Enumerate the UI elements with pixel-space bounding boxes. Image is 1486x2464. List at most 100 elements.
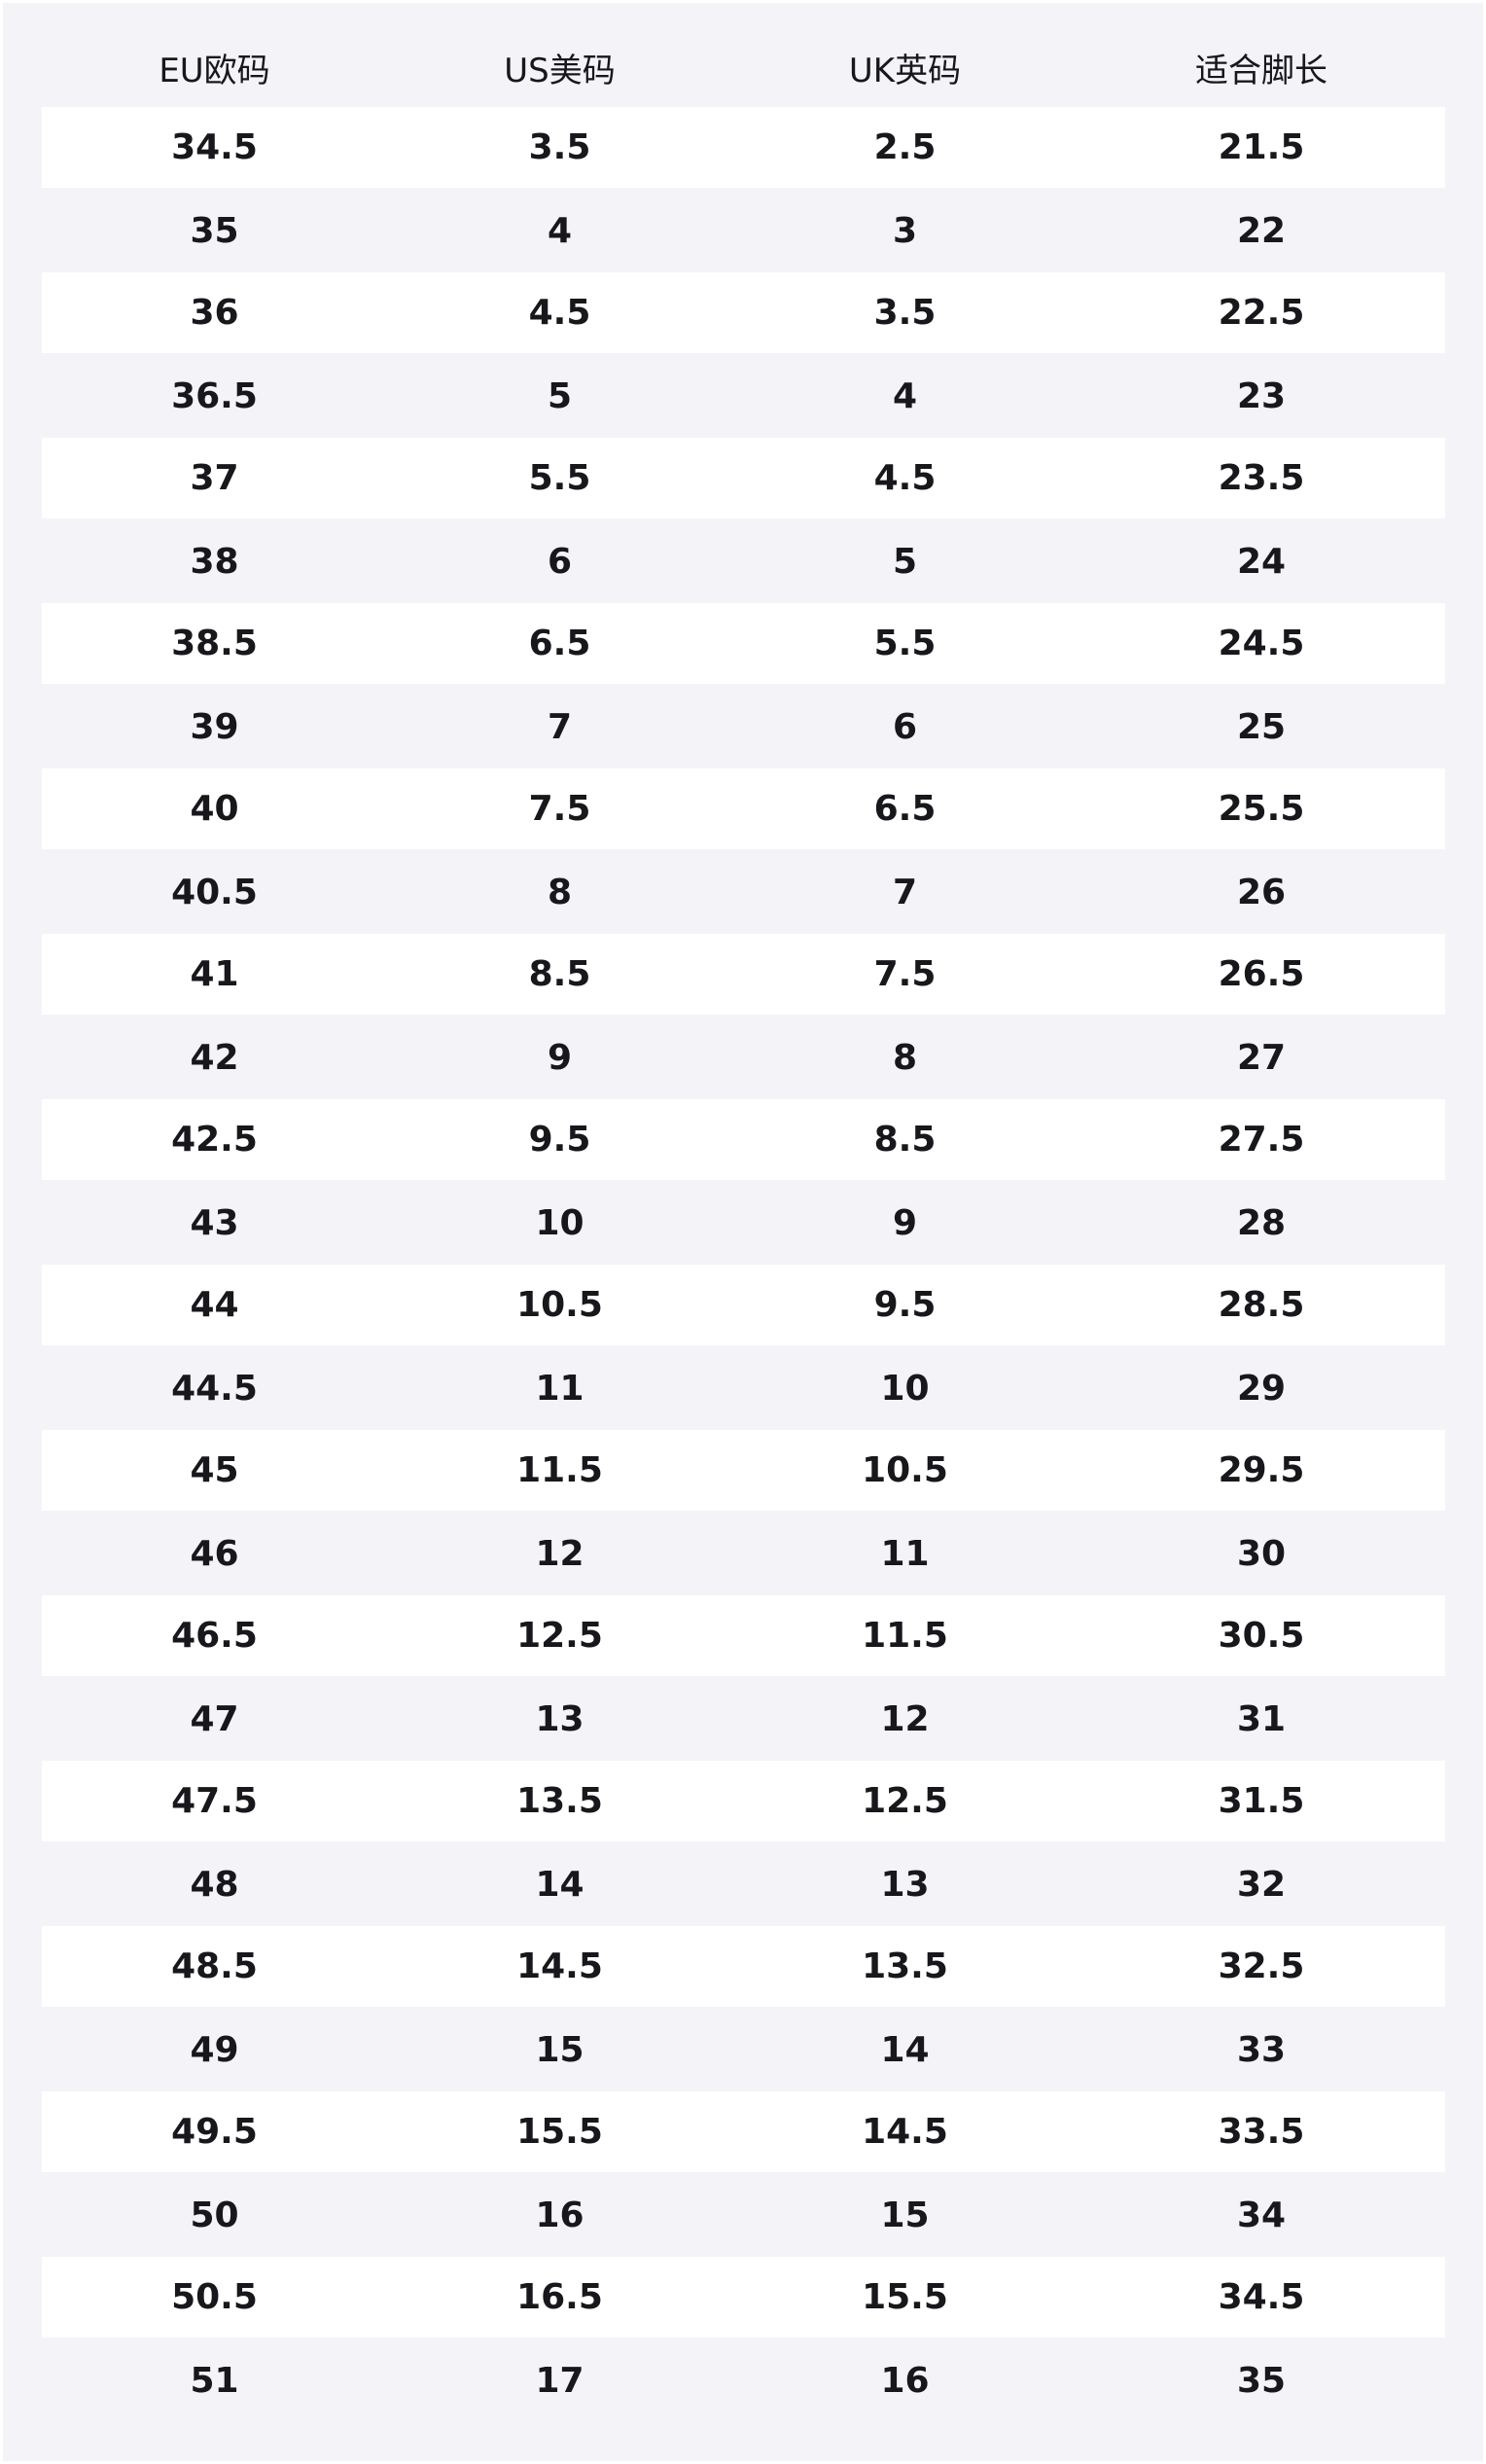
cell-uk: 5.5 — [873, 624, 937, 663]
cell-us: 7.5 — [528, 789, 591, 829]
cell-uk: 12.5 — [862, 1781, 948, 1821]
cell-foot-length: 23 — [1236, 376, 1287, 416]
cell-uk: 5 — [892, 542, 918, 582]
cell-eu: 34.5 — [171, 127, 258, 167]
cell-foot-length: 27.5 — [1218, 1120, 1305, 1160]
table-row: 50 16 15 34 — [42, 2174, 1445, 2257]
cell-foot-length: 34.5 — [1218, 2277, 1305, 2317]
cell-foot-length: 30 — [1236, 1534, 1287, 1574]
cell-us: 10.5 — [516, 1285, 603, 1325]
cell-foot-length: 24 — [1236, 542, 1287, 582]
cell-us: 11.5 — [516, 1450, 603, 1490]
cell-uk: 7.5 — [873, 954, 937, 994]
cell-eu: 40.5 — [171, 873, 258, 912]
cell-eu: 41 — [190, 954, 239, 994]
table-row: 50.5 16.5 15.5 34.5 — [42, 2257, 1445, 2338]
table-row: 38.5 6.5 5.5 24.5 — [42, 603, 1445, 684]
cell-eu: 38 — [190, 542, 239, 582]
cell-us: 14 — [535, 1865, 584, 1905]
table-row: 44 10.5 9.5 28.5 — [42, 1265, 1445, 1345]
cell-uk: 12 — [880, 1699, 930, 1739]
table-row: 37 5.5 4.5 23.5 — [42, 438, 1445, 518]
cell-eu: 40 — [190, 789, 239, 829]
cell-uk: 2.5 — [873, 127, 937, 167]
cell-us: 12 — [535, 1534, 584, 1574]
cell-uk: 10.5 — [862, 1450, 948, 1490]
cell-eu: 36 — [190, 293, 239, 333]
cell-foot-length: 25.5 — [1218, 789, 1305, 829]
cell-us: 9 — [547, 1038, 573, 1078]
cell-foot-length: 29 — [1236, 1369, 1287, 1409]
table-row: 36 4.5 3.5 22.5 — [42, 272, 1445, 353]
table-row: 35 4 3 22 — [42, 190, 1445, 272]
cell-us: 8 — [547, 873, 573, 912]
cell-uk: 10 — [880, 1369, 930, 1409]
cell-us: 15.5 — [516, 2112, 603, 2152]
cell-foot-length: 28 — [1236, 1203, 1287, 1243]
cell-foot-length: 25 — [1236, 707, 1287, 747]
cell-eu: 48.5 — [171, 1946, 258, 1986]
cell-foot-length: 28.5 — [1218, 1285, 1305, 1325]
cell-foot-length: 31 — [1236, 1699, 1287, 1739]
table-row: 36.5 5 4 23 — [42, 355, 1445, 438]
cell-foot-length: 24.5 — [1218, 624, 1305, 663]
cell-foot-length: 27 — [1236, 1038, 1287, 1078]
table-row: 51 17 16 35 — [42, 2339, 1445, 2422]
cell-uk: 8.5 — [873, 1120, 937, 1160]
cell-foot-length: 23.5 — [1218, 458, 1305, 498]
cell-foot-length: 33 — [1236, 2030, 1287, 2070]
cell-us: 7 — [547, 707, 573, 747]
cell-eu: 35 — [190, 211, 239, 251]
table-row: 48 14 13 32 — [42, 1843, 1445, 1926]
cell-uk: 13.5 — [862, 1946, 948, 1986]
cell-uk: 15 — [880, 2196, 930, 2235]
table-row: 40 7.5 6.5 25.5 — [42, 768, 1445, 849]
cell-eu: 49 — [190, 2030, 239, 2070]
table-row: 39 7 6 25 — [42, 686, 1445, 768]
cell-eu: 47 — [190, 1699, 239, 1739]
table-row: 46.5 12.5 11.5 30.5 — [42, 1595, 1445, 1676]
cell-us: 3.5 — [528, 127, 591, 167]
table-row: 49.5 15.5 14.5 33.5 — [42, 2091, 1445, 2172]
cell-foot-length: 30.5 — [1218, 1616, 1305, 1656]
cell-eu: 49.5 — [171, 2112, 258, 2152]
cell-eu: 36.5 — [171, 376, 258, 416]
cell-foot-length: 35 — [1236, 2361, 1287, 2401]
cell-foot-length: 26.5 — [1218, 954, 1305, 994]
cell-eu: 50.5 — [171, 2277, 258, 2317]
cell-eu: 37 — [190, 458, 239, 498]
cell-uk: 4 — [892, 376, 918, 416]
cell-foot-length: 33.5 — [1218, 2112, 1305, 2152]
table-row: 40.5 8 7 26 — [42, 851, 1445, 934]
table-row: 46 12 11 30 — [42, 1513, 1445, 1595]
cell-uk: 14 — [880, 2030, 930, 2070]
cell-uk: 15.5 — [862, 2277, 948, 2317]
cell-us: 12.5 — [516, 1616, 603, 1656]
cell-uk: 3.5 — [873, 293, 937, 333]
table-row: 43 10 9 28 — [42, 1182, 1445, 1265]
cell-uk: 9 — [892, 1203, 918, 1243]
cell-us: 5.5 — [528, 458, 591, 498]
cell-eu: 46 — [190, 1534, 239, 1574]
cell-us: 4 — [547, 211, 573, 251]
cell-uk: 8 — [892, 1038, 918, 1078]
cell-uk: 7 — [892, 873, 918, 912]
cell-us: 16.5 — [516, 2277, 603, 2317]
cell-uk: 4.5 — [873, 458, 937, 498]
cell-foot-length: 32 — [1236, 1865, 1287, 1905]
header-uk: UK英码 — [848, 51, 962, 90]
cell-eu: 43 — [190, 1203, 239, 1243]
table-row: 49 15 14 33 — [42, 2009, 1445, 2091]
cell-uk: 11.5 — [862, 1616, 948, 1656]
cell-us: 14.5 — [516, 1946, 603, 1986]
table-header: EU欧码 US美码 UK英码 适合脚长 — [42, 26, 1445, 108]
cell-us: 15 — [535, 2030, 584, 2070]
cell-us: 17 — [535, 2361, 584, 2401]
table-row: 38 6 5 24 — [42, 520, 1445, 603]
cell-eu: 44 — [190, 1285, 239, 1325]
cell-us: 6.5 — [528, 624, 591, 663]
table-row: 42 9 8 27 — [42, 1017, 1445, 1099]
cell-eu: 47.5 — [171, 1781, 258, 1821]
table-row: 42.5 9.5 8.5 27.5 — [42, 1099, 1445, 1180]
cell-foot-length: 26 — [1236, 873, 1287, 912]
